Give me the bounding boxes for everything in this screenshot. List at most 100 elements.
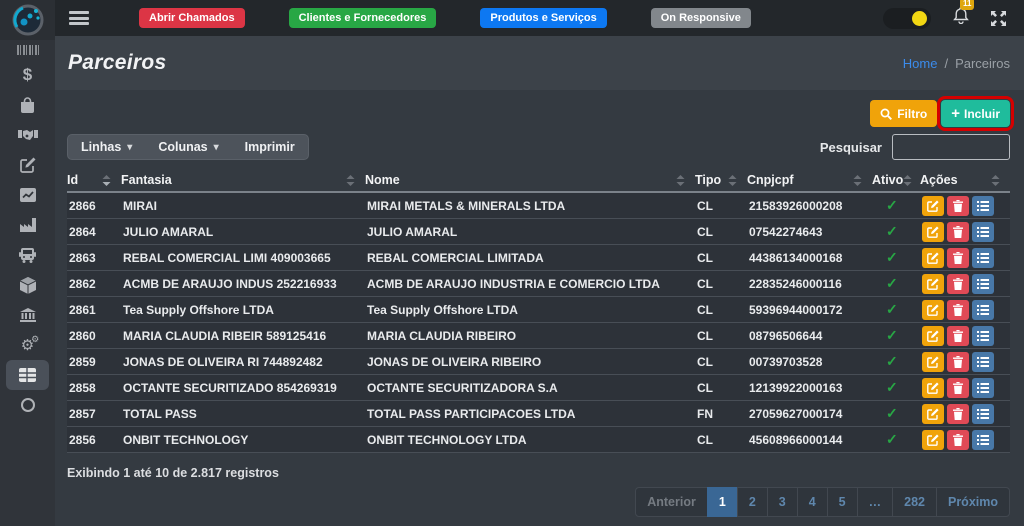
list-icon [977, 226, 989, 237]
filter-button[interactable]: Filtro [870, 100, 938, 127]
edit-button[interactable] [922, 273, 944, 294]
header-id[interactable]: Id [67, 173, 121, 187]
clients-suppliers-button[interactable]: Clientes e Fornecedores [288, 8, 437, 28]
pagination-button[interactable]: 1 [706, 487, 738, 517]
pagination-button[interactable]: 2 [736, 487, 768, 517]
edit-button[interactable] [922, 195, 944, 216]
edit-button[interactable] [922, 299, 944, 320]
pagination-button[interactable]: Anterior [635, 487, 708, 517]
cell-actions [920, 377, 1010, 398]
header-ativo[interactable]: Ativo [872, 173, 920, 187]
header-tipo[interactable]: Tipo [695, 173, 747, 187]
sidebar-item-tables-active[interactable] [6, 360, 49, 390]
sidebar-item-barcode[interactable] [0, 40, 55, 60]
delete-button[interactable] [947, 221, 969, 242]
edit-button[interactable] [922, 221, 944, 242]
sidebar-item-settings[interactable]: ⚙ ⚙ [0, 330, 55, 360]
edit-pencil-icon [927, 304, 939, 316]
edit-button[interactable] [922, 403, 944, 424]
delete-button[interactable] [947, 299, 969, 320]
edit-button[interactable] [922, 377, 944, 398]
cell-tipo: CL [697, 432, 713, 447]
sort-icon [728, 174, 737, 186]
details-button[interactable] [972, 247, 994, 268]
sidebar-item-logistics[interactable] [0, 240, 55, 270]
details-button[interactable] [972, 403, 994, 424]
sidebar-item-products[interactable] [0, 270, 55, 300]
edit-button[interactable] [922, 351, 944, 372]
details-button[interactable] [972, 221, 994, 242]
search-input[interactable] [892, 134, 1010, 160]
delete-button[interactable] [947, 377, 969, 398]
caret-down-icon: ▾ [127, 141, 133, 153]
sidebar-item-partners[interactable] [0, 120, 55, 150]
sidebar-item-production[interactable] [0, 210, 55, 240]
trash-icon [953, 251, 963, 264]
delete-button[interactable] [947, 325, 969, 346]
cell-tipo: CL [697, 250, 713, 265]
list-icon [977, 200, 989, 211]
breadcrumb-home-link[interactable]: Home [902, 55, 938, 71]
cell-fantasia: Tea Supply Offshore LTDA [123, 302, 274, 317]
edit-button[interactable] [922, 325, 944, 346]
header-cnpjcpf[interactable]: Cnpjcpf [747, 173, 872, 187]
sidebar-item-institution[interactable] [0, 300, 55, 330]
table-controls-group: Linhas ▾ Colunas ▾ Imprimir [67, 134, 309, 160]
edit-button[interactable] [922, 247, 944, 268]
table-row: 2863 REBAL COMERCIAL LIMI 409003665 REBA… [67, 245, 1010, 271]
delete-button[interactable] [947, 195, 969, 216]
details-button[interactable] [972, 299, 994, 320]
rows-dropdown[interactable]: Linhas ▾ [68, 135, 145, 159]
theme-toggle[interactable] [883, 7, 931, 29]
search-area: Pesquisar [820, 134, 1010, 160]
edit-button[interactable] [922, 429, 944, 450]
app-logo[interactable] [0, 0, 55, 40]
sidebar-item-circle[interactable] [0, 390, 55, 420]
header-fantasia[interactable]: Fantasia [121, 173, 365, 187]
edit-pencil-icon [927, 408, 939, 420]
details-button[interactable] [972, 377, 994, 398]
include-button[interactable]: + Incluir [937, 96, 1014, 131]
sidebar-item-register[interactable] [0, 150, 55, 180]
columns-dropdown[interactable]: Colunas ▾ [145, 135, 231, 159]
pagination-button[interactable]: … [856, 487, 894, 517]
cell-cnpjcpf: 45608966000144 [749, 432, 843, 447]
delete-button[interactable] [947, 273, 969, 294]
on-responsive-button[interactable]: On Responsive [650, 8, 751, 28]
cell-actions [920, 299, 1010, 320]
delete-button[interactable] [947, 429, 969, 450]
details-button[interactable] [972, 351, 994, 372]
table-row: 2856 ONBIT TECHNOLOGY ONBIT TECHNOLOGY L… [67, 427, 1010, 453]
pagination-button[interactable]: 4 [796, 487, 828, 517]
print-button[interactable]: Imprimir [232, 135, 308, 159]
cell-cnpjcpf: 08796506644 [749, 328, 823, 343]
table-row: 2862 ACMB DE ARAUJO INDUS 252216933 ACMB… [67, 271, 1010, 297]
hamburger-menu-icon[interactable] [69, 11, 89, 25]
pagination-button[interactable]: Próximo [935, 487, 1010, 517]
delete-button[interactable] [947, 247, 969, 268]
breadcrumb: Home / Parceiros [903, 56, 1010, 71]
details-button[interactable] [972, 429, 994, 450]
cell-tipo: CL [697, 354, 713, 369]
cell-fantasia: JONAS DE OLIVEIRA RI 744892482 [123, 354, 323, 369]
pagination-button[interactable]: 3 [766, 487, 798, 517]
cell-actions [920, 325, 1010, 346]
list-icon [977, 356, 989, 367]
open-tickets-button[interactable]: Abrir Chamados [139, 8, 245, 28]
notifications-bell[interactable]: 11 [953, 0, 975, 29]
cell-cnpjcpf: 00739703528 [749, 354, 823, 369]
sidebar-item-reports[interactable] [0, 180, 55, 210]
header-nome[interactable]: Nome [365, 173, 695, 187]
details-button[interactable] [972, 195, 994, 216]
expand-arrows-icon[interactable] [991, 10, 1006, 26]
header-acoes[interactable]: Ações [920, 173, 1010, 187]
sidebar-item-financial[interactable]: $ [0, 60, 55, 90]
sidebar-item-purchases[interactable] [0, 90, 55, 120]
details-button[interactable] [972, 325, 994, 346]
pagination-button[interactable]: 282 [892, 487, 937, 517]
products-services-button[interactable]: Produtos e Serviços [480, 8, 607, 28]
delete-button[interactable] [947, 351, 969, 372]
details-button[interactable] [972, 273, 994, 294]
pagination-button[interactable]: 5 [826, 487, 858, 517]
delete-button[interactable] [947, 403, 969, 424]
